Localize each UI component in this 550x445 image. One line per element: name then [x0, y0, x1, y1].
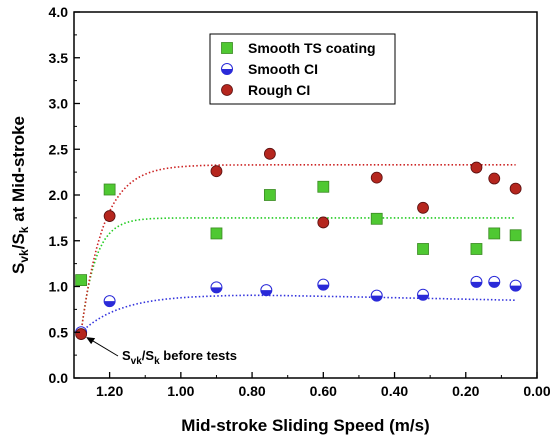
data-point	[417, 288, 430, 301]
data-point	[470, 243, 483, 255]
data-point	[75, 328, 88, 340]
data-point	[263, 147, 276, 160]
y-tick-label: 0.5	[49, 324, 69, 340]
data-point	[210, 165, 223, 178]
marker-fill	[104, 301, 116, 307]
data-point	[509, 279, 522, 292]
data-point	[488, 275, 501, 288]
y-tick-label: 0.0	[49, 370, 69, 386]
data-point	[370, 289, 383, 302]
x-tick-label: 0.80	[238, 383, 265, 399]
data-point	[509, 229, 522, 242]
data-point	[260, 284, 273, 297]
legend: Smooth TS coating Smooth CI Rough CI	[209, 33, 396, 105]
legend-label: Rough CI	[248, 82, 310, 98]
y-tick-label: 4.0	[49, 4, 69, 20]
marker-fill	[371, 295, 383, 302]
marker-fill	[221, 69, 233, 75]
data-point	[470, 275, 483, 288]
y-axis-title: Svk/Sk at Mid-stroke	[9, 116, 31, 274]
data-point	[488, 227, 501, 240]
y-tick-label: 1.5	[49, 233, 69, 249]
marker-fill	[510, 285, 522, 292]
data-point	[317, 278, 330, 291]
y-axis-ticks: 0.0 0.5 1.0 1.5 2.0 2.5 3.0 3.5 4.0	[49, 4, 80, 386]
x-tick-label: 1.20	[96, 383, 123, 399]
x-axis-title: Mid-stroke Sliding Speed (m/s)	[181, 416, 429, 435]
legend-marker	[221, 42, 233, 54]
data-point	[370, 171, 383, 184]
x-tick-label: 0.20	[452, 383, 479, 399]
annotation: Svk/Sk before tests	[86, 337, 237, 367]
y-tick-label: 3.5	[49, 50, 69, 66]
x-tick-label: 0.40	[381, 383, 408, 399]
fit-curve	[80, 217, 516, 333]
fit-curves	[80, 164, 516, 333]
data-point	[103, 183, 116, 196]
data-point	[263, 189, 276, 201]
marker-fill	[317, 284, 329, 291]
legend-label: Smooth CI	[248, 61, 318, 77]
annotation-arrowhead	[86, 337, 96, 345]
fit-curve	[80, 164, 516, 333]
legend-label: Smooth TS coating	[248, 40, 376, 56]
data-point	[509, 182, 522, 195]
y-tick-label: 3.0	[49, 96, 69, 112]
data-point	[488, 172, 501, 185]
marker-fill	[488, 281, 500, 288]
y-tick-label: 1.0	[49, 279, 69, 295]
x-tick-label: 1.00	[167, 383, 194, 399]
marker-fill	[470, 281, 482, 288]
x-tick-label: 0.60	[310, 383, 337, 399]
data-point	[417, 243, 429, 255]
data-point	[103, 295, 116, 308]
data-point	[417, 201, 429, 214]
data-point	[103, 210, 116, 222]
data-points	[75, 147, 522, 340]
x-axis-ticks: 1.20 1.00 0.80 0.60 0.40 0.20 0.00	[96, 372, 550, 399]
marker-fill	[260, 290, 272, 296]
data-point	[210, 281, 223, 294]
marker-fill	[210, 287, 222, 293]
fit-curve	[80, 294, 516, 333]
annotation-label: Svk/Sk before tests	[122, 348, 237, 367]
data-point	[470, 161, 483, 174]
data-point	[75, 274, 88, 286]
x-tick-label: 0.00	[523, 383, 550, 399]
marker-fill	[417, 294, 429, 301]
legend-marker	[221, 84, 233, 96]
data-point	[317, 180, 330, 193]
y-tick-label: 2.0	[49, 187, 69, 203]
data-point	[317, 216, 330, 229]
data-point	[210, 227, 223, 240]
data-point	[370, 212, 383, 225]
legend-marker	[221, 63, 233, 75]
y-tick-label: 2.5	[49, 141, 69, 157]
legend-box	[209, 33, 396, 105]
